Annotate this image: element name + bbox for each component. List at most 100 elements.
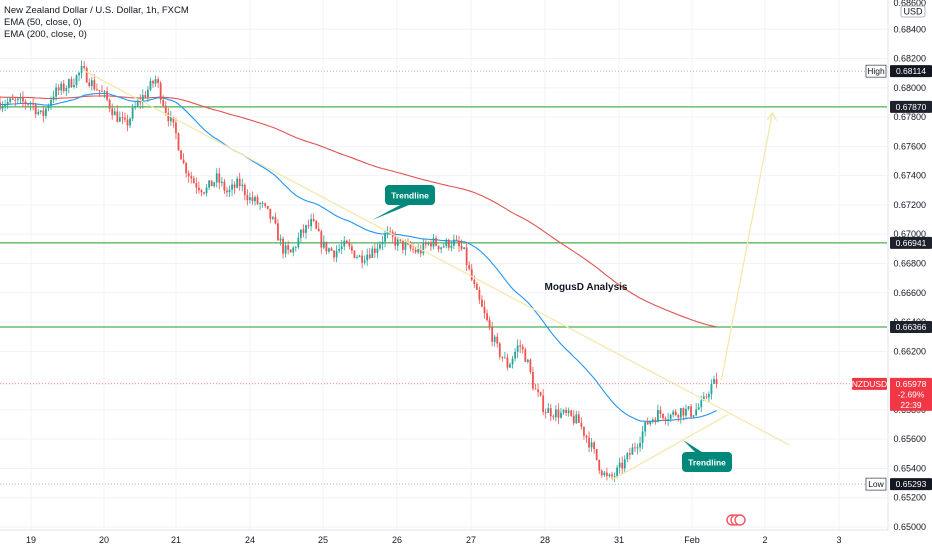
candle-body	[302, 229, 305, 233]
candle-body	[422, 242, 425, 254]
price-tick-label-1: 0.65200	[893, 493, 926, 503]
candle-body	[22, 97, 24, 102]
candle-body	[560, 412, 562, 418]
candle-body	[381, 241, 384, 245]
candle-body	[649, 421, 652, 425]
candle-body	[277, 223, 279, 241]
candle-body	[639, 442, 641, 448]
candle-body	[134, 106, 137, 108]
candle-body	[37, 112, 40, 115]
candle-body	[98, 90, 101, 92]
low-value-label: 0.65293	[896, 479, 927, 489]
candle-body	[641, 431, 644, 443]
candle-body	[583, 426, 585, 436]
trendline-callout-lower[interactable]: Trendline	[682, 440, 732, 472]
candle-body	[315, 220, 318, 229]
candle-body	[34, 104, 37, 115]
price-tick-label-top: 0.68600	[893, 0, 926, 8]
high-value-tag	[890, 65, 932, 78]
high-tag-box	[865, 64, 887, 78]
high-value-label: 0.68114	[896, 66, 926, 76]
candle-body	[590, 442, 593, 448]
time-tick-label-8: 31	[614, 535, 624, 545]
candle-body	[83, 66, 86, 68]
candle-body	[577, 414, 580, 423]
candle-body	[241, 184, 244, 187]
projection-arrow-line[interactable]	[720, 112, 773, 381]
candle-body	[384, 233, 386, 242]
candle-body	[368, 254, 371, 258]
candle-body	[453, 239, 455, 246]
candle-body	[567, 410, 570, 414]
candle-body	[526, 359, 529, 362]
price-tick-label-11: 0.67400	[893, 171, 926, 181]
candle-body	[167, 112, 170, 122]
ascending-trendline[interactable]	[611, 413, 729, 481]
candle-body	[292, 247, 295, 253]
trendline-callout-upper[interactable]: Trendline	[372, 185, 435, 220]
candle-body	[73, 84, 75, 88]
trendline-callout-lower-label: Trendline	[688, 458, 726, 468]
candle-body	[657, 410, 659, 422]
candle-body	[407, 243, 409, 245]
candle-body	[450, 245, 453, 248]
candle-body	[623, 459, 626, 469]
trendline-callout-upper-label: Trendline	[391, 191, 429, 201]
candle-body	[412, 248, 414, 250]
candle-body	[376, 248, 379, 253]
candle-body	[11, 98, 14, 100]
events-icon[interactable]	[726, 514, 746, 526]
candle-body	[409, 244, 412, 249]
candle-body	[616, 467, 618, 477]
candle-body	[414, 249, 417, 253]
candle-body	[205, 187, 208, 194]
candle-body	[659, 410, 662, 414]
candle-body	[478, 289, 481, 300]
time-axis[interactable]: 19 20 21 24 25 26 27 28 31 Feb 2 3	[0, 529, 888, 545]
analysis-title[interactable]: MogusD Analysis	[545, 282, 628, 293]
candle-body	[141, 95, 144, 103]
time-tick-label-3: 24	[245, 535, 255, 545]
candle-body	[580, 422, 583, 427]
candle-body	[96, 89, 98, 91]
candle-body	[169, 116, 172, 122]
candle-body	[690, 406, 692, 417]
candle-body	[264, 203, 267, 206]
candle-body	[320, 231, 323, 248]
candle-body	[164, 105, 167, 113]
candle-body	[106, 91, 108, 100]
event-marker-icon[interactable]	[734, 514, 746, 526]
currency-label[interactable]: USD	[903, 7, 923, 17]
candle-body	[328, 248, 330, 252]
candle-body	[549, 408, 552, 417]
currency-button[interactable]	[900, 5, 926, 18]
projection-arrow-head	[766, 112, 777, 121]
candle-body	[481, 299, 483, 307]
horizontal-levels[interactable]	[0, 70, 887, 485]
candle-body	[88, 82, 91, 87]
candle-body	[672, 411, 675, 415]
candle-body	[646, 422, 649, 425]
candle-body	[190, 176, 193, 179]
candle-body	[287, 245, 290, 250]
candle-body	[335, 250, 338, 258]
candle-body	[103, 91, 106, 92]
descending-trendline[interactable]	[81, 69, 790, 446]
candle-body	[424, 242, 427, 245]
candle-body	[266, 205, 269, 209]
drawings[interactable]: Trendline Trendline MogusD Analysis	[81, 69, 790, 526]
candle-body	[42, 110, 45, 117]
indicator-ema200[interactable]: EMA (200, close, 0)	[4, 29, 87, 40]
candle-body	[111, 108, 114, 116]
candle-body	[524, 349, 527, 362]
candle-body	[254, 197, 256, 202]
candle-body	[60, 83, 63, 91]
candle-body	[16, 98, 19, 101]
candle-body	[284, 245, 287, 254]
candle-body	[348, 243, 351, 247]
candle-body	[220, 181, 223, 183]
candle-body	[215, 173, 218, 183]
price-tick-label-8: 0.66800	[893, 259, 926, 269]
indicator-ema50[interactable]: EMA (50, close, 0)	[4, 17, 82, 28]
